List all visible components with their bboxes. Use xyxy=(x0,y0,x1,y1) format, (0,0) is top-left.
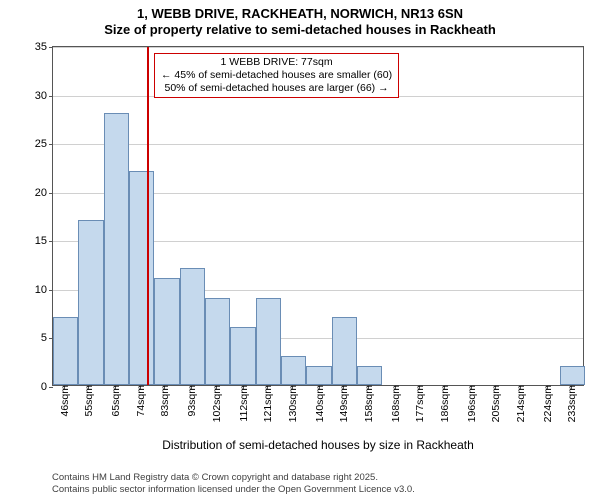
x-tick-label: 186sqm xyxy=(437,385,451,422)
x-tick-label: 83sqm xyxy=(157,385,171,417)
histogram-bar xyxy=(104,113,129,385)
histogram-bar xyxy=(129,171,154,385)
x-tick-label: 46sqm xyxy=(57,385,71,417)
chart-footer: Contains HM Land Registry data © Crown c… xyxy=(52,472,415,496)
x-tick-label: 149sqm xyxy=(336,385,350,422)
annotation-box: 1 WEBB DRIVE: 77sqm← 45% of semi-detache… xyxy=(154,53,399,98)
footer-line2: Contains public sector information licen… xyxy=(52,484,415,496)
x-tick-label: 93sqm xyxy=(184,385,198,417)
histogram-bar xyxy=(180,268,205,385)
x-tick-label: 130sqm xyxy=(285,385,299,422)
y-tick-label: 5 xyxy=(41,332,53,344)
x-tick-label: 233sqm xyxy=(564,385,578,422)
histogram-bar xyxy=(154,278,179,385)
marker-line xyxy=(147,47,149,385)
grid-line xyxy=(53,47,583,48)
x-tick-label: 55sqm xyxy=(81,385,95,417)
x-tick-label: 102sqm xyxy=(209,385,223,422)
x-tick-label: 112sqm xyxy=(236,385,250,422)
chart-title-line2: Size of property relative to semi-detach… xyxy=(0,22,600,37)
x-axis-label: Distribution of semi-detached houses by … xyxy=(52,438,584,452)
footer-line1: Contains HM Land Registry data © Crown c… xyxy=(52,472,415,484)
y-tick-label: 25 xyxy=(35,138,53,150)
x-tick-label: 140sqm xyxy=(312,385,326,422)
y-tick-label: 0 xyxy=(41,381,53,393)
y-tick-label: 30 xyxy=(35,90,53,102)
histogram-bar xyxy=(205,298,230,385)
x-tick-label: 196sqm xyxy=(464,385,478,422)
annotation-line: 1 WEBB DRIVE: 77sqm xyxy=(161,56,392,69)
plot-area: 051015202530351 WEBB DRIVE: 77sqm← 45% o… xyxy=(52,46,584,386)
y-tick-label: 20 xyxy=(35,187,53,199)
x-tick-label: 214sqm xyxy=(513,385,527,422)
annotation-line: ← 45% of semi-detached houses are smalle… xyxy=(161,69,392,82)
x-tick-label: 205sqm xyxy=(488,385,502,422)
histogram-bar xyxy=(53,317,78,385)
histogram-chart: 1, WEBB DRIVE, RACKHEATH, NORWICH, NR13 … xyxy=(0,0,600,500)
histogram-bar xyxy=(332,317,357,385)
x-tick-label: 168sqm xyxy=(388,385,402,422)
annotation-line: 50% of semi-detached houses are larger (… xyxy=(161,82,392,95)
y-tick-label: 15 xyxy=(35,235,53,247)
histogram-bar xyxy=(281,356,306,385)
histogram-bar xyxy=(357,366,382,385)
grid-line xyxy=(53,144,583,145)
y-tick-label: 35 xyxy=(35,41,53,53)
x-tick-label: 158sqm xyxy=(361,385,375,422)
histogram-bar xyxy=(306,366,331,385)
x-tick-label: 65sqm xyxy=(108,385,122,417)
x-tick-label: 177sqm xyxy=(412,385,426,422)
chart-title-line1: 1, WEBB DRIVE, RACKHEATH, NORWICH, NR13 … xyxy=(0,6,600,21)
x-tick-label: 74sqm xyxy=(133,385,147,417)
histogram-bar xyxy=(230,327,255,385)
histogram-bar xyxy=(560,366,585,385)
x-tick-label: 121sqm xyxy=(260,385,274,422)
histogram-bar xyxy=(78,220,103,385)
histogram-bar xyxy=(256,298,281,385)
y-tick-label: 10 xyxy=(35,284,53,296)
x-tick-label: 224sqm xyxy=(540,385,554,422)
